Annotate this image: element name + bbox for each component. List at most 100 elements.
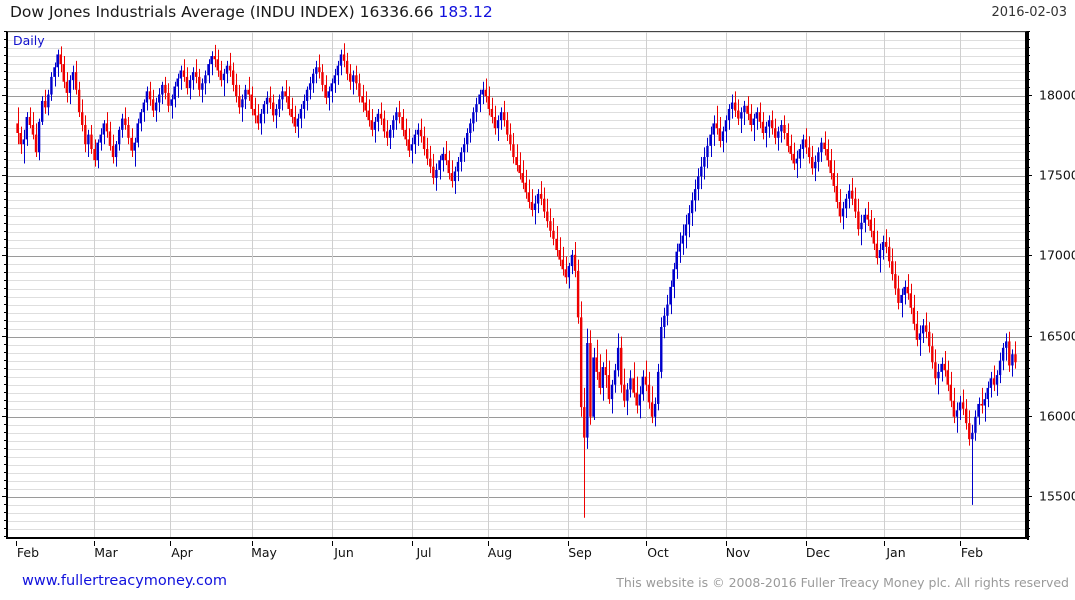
y-axis-minor-tick [1027, 231, 1030, 233]
y-axis-tick [1027, 415, 1032, 417]
left-axis-minor-tick [4, 63, 7, 65]
y-axis-tick [1027, 255, 1032, 257]
y-axis-minor-tick [1027, 327, 1030, 329]
left-axis-tick [2, 95, 7, 97]
title-text: Dow Jones Industrials Average (INDU INDE… [10, 3, 434, 21]
left-axis-minor-tick [4, 87, 7, 89]
left-axis-minor-tick [4, 383, 7, 385]
y-axis-minor-tick [1027, 167, 1030, 169]
left-axis-minor-tick [4, 503, 7, 505]
y-axis-minor-tick [1027, 263, 1030, 265]
left-axis-minor-tick [4, 528, 7, 529]
left-axis-minor-tick [4, 71, 7, 73]
x-axis-tick [170, 541, 171, 546]
y-axis-minor-tick [1027, 127, 1030, 129]
left-axis-minor-tick [4, 39, 7, 40]
x-axis-tick [94, 541, 95, 546]
left-axis-minor-tick [4, 303, 7, 305]
x-axis-tick-label: Feb [16, 545, 40, 560]
y-axis-minor-tick [1027, 119, 1030, 121]
left-axis-minor-tick [4, 263, 7, 265]
y-axis-minor-tick [1027, 471, 1030, 473]
y-axis-minor-tick [1027, 311, 1030, 313]
y-axis-minor-tick [1027, 439, 1030, 441]
y-axis-minor-tick [1027, 375, 1030, 377]
y-axis-minor-tick [1027, 87, 1030, 89]
left-axis-minor-tick [4, 375, 7, 377]
plot-inner [8, 32, 1025, 537]
y-axis-minor-tick [1027, 423, 1030, 425]
copyright-notice: This website is © 2008-2016 Fuller Treac… [616, 575, 1069, 590]
left-axis-minor-tick [4, 215, 7, 217]
left-axis-minor-tick [4, 447, 7, 449]
x-axis-tick [332, 541, 333, 546]
y-axis-minor-tick [1027, 391, 1030, 393]
left-axis-tick [2, 415, 7, 417]
y-axis-minor-tick [1027, 47, 1030, 48]
x-axis-tick-label: Jun [334, 545, 354, 560]
y-axis-minor-tick [1027, 303, 1030, 305]
y-axis-minor-tick [1027, 295, 1030, 297]
left-axis-minor-tick [4, 359, 7, 361]
left-axis-minor-tick [4, 295, 7, 297]
y-axis-minor-tick [1027, 528, 1030, 529]
left-axis-minor-tick [4, 271, 7, 273]
y-axis: 18000 17500 17000 16500 16000 15500 [1027, 31, 1075, 543]
left-axis-minor-tick [4, 367, 7, 369]
x-axis-tick-label: Sep [568, 545, 592, 560]
plot-area[interactable]: Daily [6, 31, 1027, 539]
left-axis-minor-tick [4, 183, 7, 185]
y-axis-tick-label: 17500 [1039, 167, 1075, 183]
y-axis-minor-tick [1027, 239, 1030, 241]
y-axis-minor-tick [1027, 279, 1030, 281]
x-axis-tick-label: Jan [886, 545, 906, 560]
site-url[interactable]: www.fullertreacymoney.com [22, 573, 227, 589]
y-axis-minor-tick [1027, 487, 1030, 489]
y-axis-minor-tick [1027, 215, 1030, 217]
left-axis-minor-tick [4, 399, 7, 401]
left-axis-tick [2, 335, 7, 337]
left-axis-minor-tick [4, 439, 7, 441]
y-axis-minor-tick [1027, 55, 1030, 56]
left-axis-minor-tick [4, 119, 7, 121]
y-axis-tick [1027, 95, 1032, 97]
x-axis-tick [806, 541, 807, 546]
y-axis-minor-tick [1027, 143, 1030, 145]
y-axis-minor-tick [1027, 207, 1030, 209]
left-axis-minor-tick [4, 431, 7, 433]
y-axis-minor-tick [1027, 135, 1030, 137]
x-axis-tick [568, 541, 569, 546]
interval-label: Daily [13, 33, 45, 48]
left-axis-minor-tick [4, 487, 7, 489]
y-axis-minor-tick [1027, 512, 1030, 513]
y-axis-minor-tick [1027, 536, 1030, 537]
left-axis-minor-tick [4, 191, 7, 193]
y-axis-minor-tick [1027, 159, 1030, 161]
left-axis-minor-tick [4, 463, 7, 465]
y-axis-tick-label: 15500 [1039, 488, 1075, 504]
left-axis-tick [2, 175, 7, 177]
y-axis-minor-tick [1027, 111, 1030, 113]
left-axis-minor-tick [4, 199, 7, 201]
x-axis-tick [252, 541, 253, 546]
left-axis-minor-tick [4, 135, 7, 137]
x-axis-tick [884, 541, 885, 546]
x-axis-tick-label: Oct [647, 545, 669, 560]
left-axis-minor-tick [4, 167, 7, 169]
y-axis-tick-label: 16000 [1039, 408, 1075, 424]
left-axis-minor-tick [4, 287, 7, 289]
x-axis-tick-label: Dec [805, 545, 831, 560]
y-axis-minor-tick [1027, 79, 1030, 81]
y-axis-minor-tick [1027, 287, 1030, 289]
left-axis-tick [2, 495, 7, 497]
y-axis-tick-label: 17000 [1039, 247, 1075, 263]
y-axis-minor-tick [1027, 431, 1030, 433]
left-axis-minor-tick [4, 103, 7, 105]
left-axis-minor-tick [4, 423, 7, 425]
left-axis-ticks [0, 31, 7, 543]
left-axis-minor-tick [4, 536, 7, 537]
x-axis-tick [646, 541, 647, 546]
y-axis-minor-tick [1027, 520, 1030, 521]
x-axis-tick [16, 541, 17, 546]
